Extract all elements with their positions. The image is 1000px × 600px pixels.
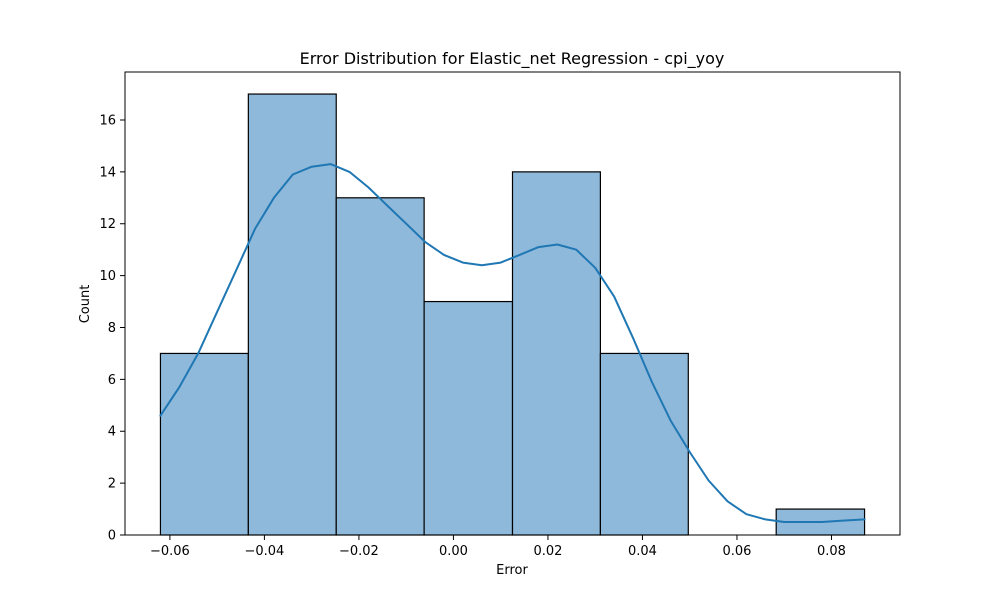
histogram-bar-3 <box>335 197 425 536</box>
x-tick-label: −0.06 <box>150 544 190 559</box>
x-axis-label: Error <box>496 563 528 578</box>
histogram-bar-6 <box>599 352 689 536</box>
histogram-bars <box>159 93 866 536</box>
plot-area-frame <box>124 71 901 536</box>
y-axis-ticks: 0 2 4 6 8 10 12 14 16 <box>99 113 125 544</box>
x-tick-label: 0.06 <box>722 544 751 559</box>
kde-curve <box>159 163 866 523</box>
y-tick-label: 16 <box>99 113 116 128</box>
y-tick-label: 8 <box>108 321 116 336</box>
y-tick-label: 6 <box>108 373 116 388</box>
x-tick-label: −0.04 <box>244 544 284 559</box>
y-tick-label: 2 <box>108 477 116 492</box>
x-tick-label: 0.02 <box>533 544 562 559</box>
y-tick-label: 12 <box>99 217 116 232</box>
y-tick-label: 0 <box>108 529 116 544</box>
y-tick-label: 4 <box>108 425 116 440</box>
x-tick-label: 0.00 <box>439 544 468 559</box>
histogram-bar-4 <box>423 300 514 536</box>
x-axis-ticks: −0.06 −0.04 −0.02 0.00 0.02 0.04 0.06 0.08 <box>150 535 846 559</box>
y-tick-label: 10 <box>99 269 116 284</box>
x-tick-label: −0.02 <box>339 544 379 559</box>
y-axis-label: Count <box>78 285 93 324</box>
x-tick-label: 0.04 <box>628 544 657 559</box>
y-tick-label: 14 <box>99 165 116 180</box>
histogram-bar-1 <box>159 352 249 536</box>
chart-title: Error Distribution for Elastic_net Regre… <box>300 49 725 69</box>
histogram-bar-5 <box>511 171 601 536</box>
x-tick-label: 0.08 <box>817 544 846 559</box>
histogram-bar-2 <box>247 93 337 536</box>
kde-curve-group <box>159 163 866 523</box>
